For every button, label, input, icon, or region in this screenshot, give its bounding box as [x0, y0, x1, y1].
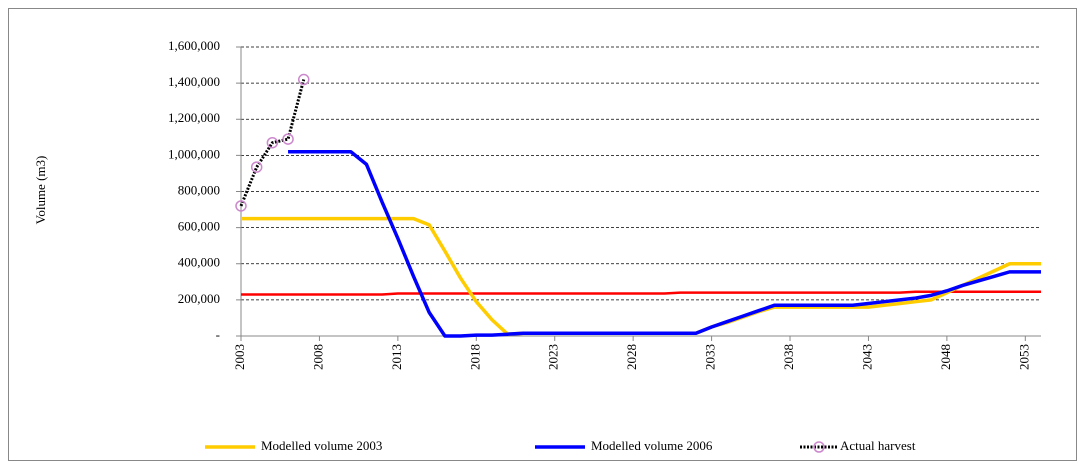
x-tick-label: 2003 — [232, 344, 247, 370]
x-tick-label: 2028 — [624, 344, 639, 370]
x-tick-label: 2008 — [310, 344, 325, 370]
series-line — [241, 216, 1041, 336]
series-marker — [266, 136, 279, 149]
x-tick-label: 2043 — [859, 344, 874, 370]
y-axis-label: Volume (m3) — [33, 156, 48, 225]
x-tick-label: 2038 — [781, 344, 796, 370]
y-tick-label: 200,000 — [178, 291, 220, 306]
y-tick-label: 600,000 — [178, 219, 220, 234]
series-marker — [250, 161, 263, 173]
series-line — [241, 290, 1041, 296]
legend-label: Modelled volume 2003 — [261, 438, 382, 453]
y-tick-label: 1,600,000 — [168, 38, 220, 53]
legend-label: Actual harvest — [840, 438, 916, 453]
series-marker — [297, 73, 310, 86]
x-tick-label: 2013 — [389, 344, 404, 370]
x-tick-label: 2023 — [546, 344, 561, 370]
y-tick-label: 400,000 — [178, 255, 220, 270]
x-tick-label: 2053 — [1016, 344, 1031, 370]
x-tick-label: 2048 — [938, 344, 953, 370]
legend-marker — [813, 441, 825, 453]
x-tick-label: 2018 — [467, 344, 482, 370]
y-tick-label: 1,000,000 — [168, 146, 220, 161]
chart-border — [8, 8, 1077, 461]
series-marker — [235, 200, 247, 212]
legend-label: Modelled volume 2006 — [591, 438, 713, 453]
y-tick-label: - — [216, 327, 220, 342]
series-line — [288, 150, 1041, 338]
y-tick-label: 800,000 — [178, 182, 220, 197]
y-tick-label: 1,200,000 — [168, 110, 220, 125]
series-line — [239, 79, 306, 207]
y-tick-label: 1,400,000 — [168, 74, 220, 89]
series-marker — [282, 133, 294, 145]
x-tick-label: 2033 — [703, 344, 718, 370]
